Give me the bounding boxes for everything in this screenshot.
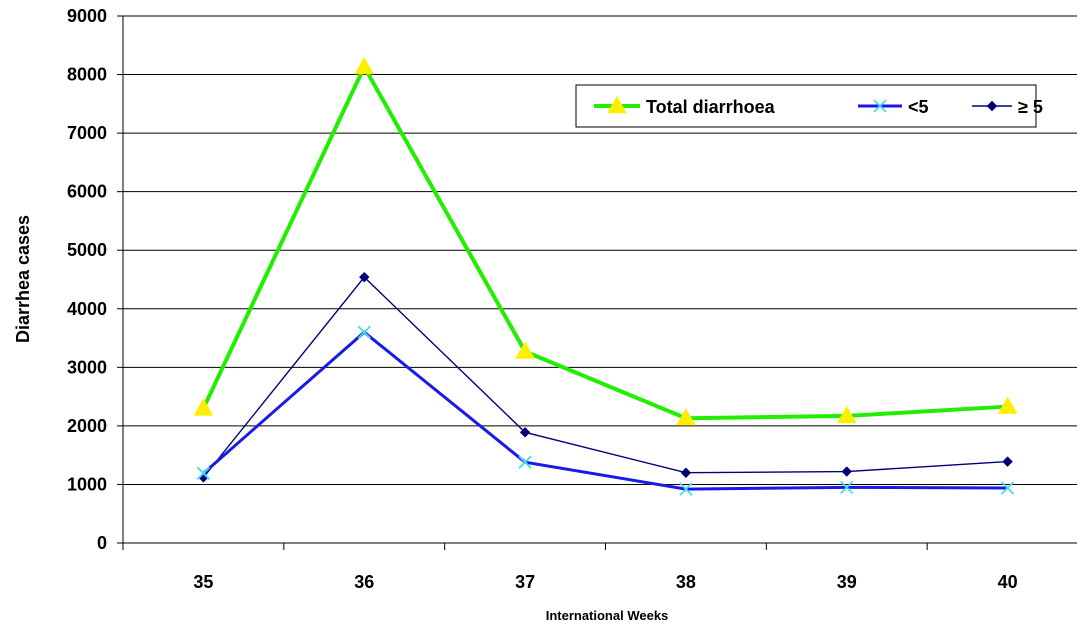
data-point bbox=[357, 325, 371, 339]
data-point bbox=[1002, 456, 1013, 467]
legend-label: <5 bbox=[908, 97, 929, 117]
grid-lines bbox=[123, 15, 1077, 485]
data-point bbox=[193, 398, 214, 416]
x-axis-title: International Weeks bbox=[546, 608, 669, 623]
data-point bbox=[196, 466, 211, 480]
data-point bbox=[519, 427, 531, 438]
x-tick-label: 37 bbox=[515, 572, 535, 592]
y-tick-label: 5000 bbox=[67, 240, 107, 260]
y-tick-label: 7000 bbox=[67, 123, 107, 143]
data-point bbox=[515, 341, 535, 359]
x-axis-tick-labels: 35 36 37 38 39 40 bbox=[193, 572, 1017, 592]
data-point bbox=[354, 56, 375, 75]
legend: Total diarrhoea <5 ≥ 5 bbox=[575, 84, 1043, 128]
y-tick-label: 9000 bbox=[67, 6, 107, 26]
x-tick-label: 35 bbox=[193, 572, 213, 592]
data-point bbox=[840, 480, 854, 495]
series-line bbox=[201, 62, 1008, 421]
data-point bbox=[676, 408, 696, 426]
series-0 bbox=[193, 56, 1018, 426]
data-point bbox=[359, 271, 370, 283]
y-tick-label: 2000 bbox=[67, 416, 107, 436]
y-tick-label: 0 bbox=[97, 533, 107, 553]
y-tick-label: 8000 bbox=[67, 65, 107, 85]
series-1 bbox=[196, 325, 1015, 496]
x-tick-label: 40 bbox=[998, 572, 1018, 592]
x-tick-label: 36 bbox=[354, 572, 374, 592]
data-point bbox=[680, 467, 692, 478]
x-tick-label: 38 bbox=[676, 572, 696, 592]
data-point bbox=[997, 396, 1018, 414]
series-2 bbox=[198, 271, 1013, 483]
legend-label: Total diarrhoea bbox=[646, 97, 776, 117]
y-tick-label: 1000 bbox=[67, 474, 107, 494]
legend-marker bbox=[607, 95, 627, 114]
series-lines bbox=[193, 56, 1018, 496]
legend-item-1: <5 bbox=[858, 97, 929, 117]
y-tick-label: 6000 bbox=[67, 182, 107, 202]
y-axis-tick-labels: 0 1000 2000 3000 4000 5000 6000 7000 8000 9000 bbox=[67, 6, 107, 553]
data-point bbox=[836, 405, 857, 424]
data-point bbox=[679, 482, 693, 496]
legend-label: ≥ 5 bbox=[1018, 97, 1043, 117]
data-point bbox=[841, 466, 852, 477]
legend-box bbox=[575, 84, 1037, 128]
x-tick-label: 39 bbox=[837, 572, 857, 592]
y-tick-label: 3000 bbox=[67, 357, 107, 377]
data-point bbox=[1000, 481, 1015, 495]
data-point bbox=[518, 455, 532, 469]
legend-marker bbox=[873, 99, 887, 113]
series-line bbox=[202, 330, 1008, 491]
series-line bbox=[202, 276, 1008, 478]
y-tick-label: 4000 bbox=[67, 299, 107, 319]
legend-item-0: Total diarrhoea bbox=[594, 95, 776, 117]
y-axis-title: Diarrhea cases bbox=[13, 215, 33, 343]
legend-item-2: ≥ 5 bbox=[972, 97, 1043, 117]
axes bbox=[117, 15, 1077, 550]
legend-marker bbox=[986, 100, 998, 112]
